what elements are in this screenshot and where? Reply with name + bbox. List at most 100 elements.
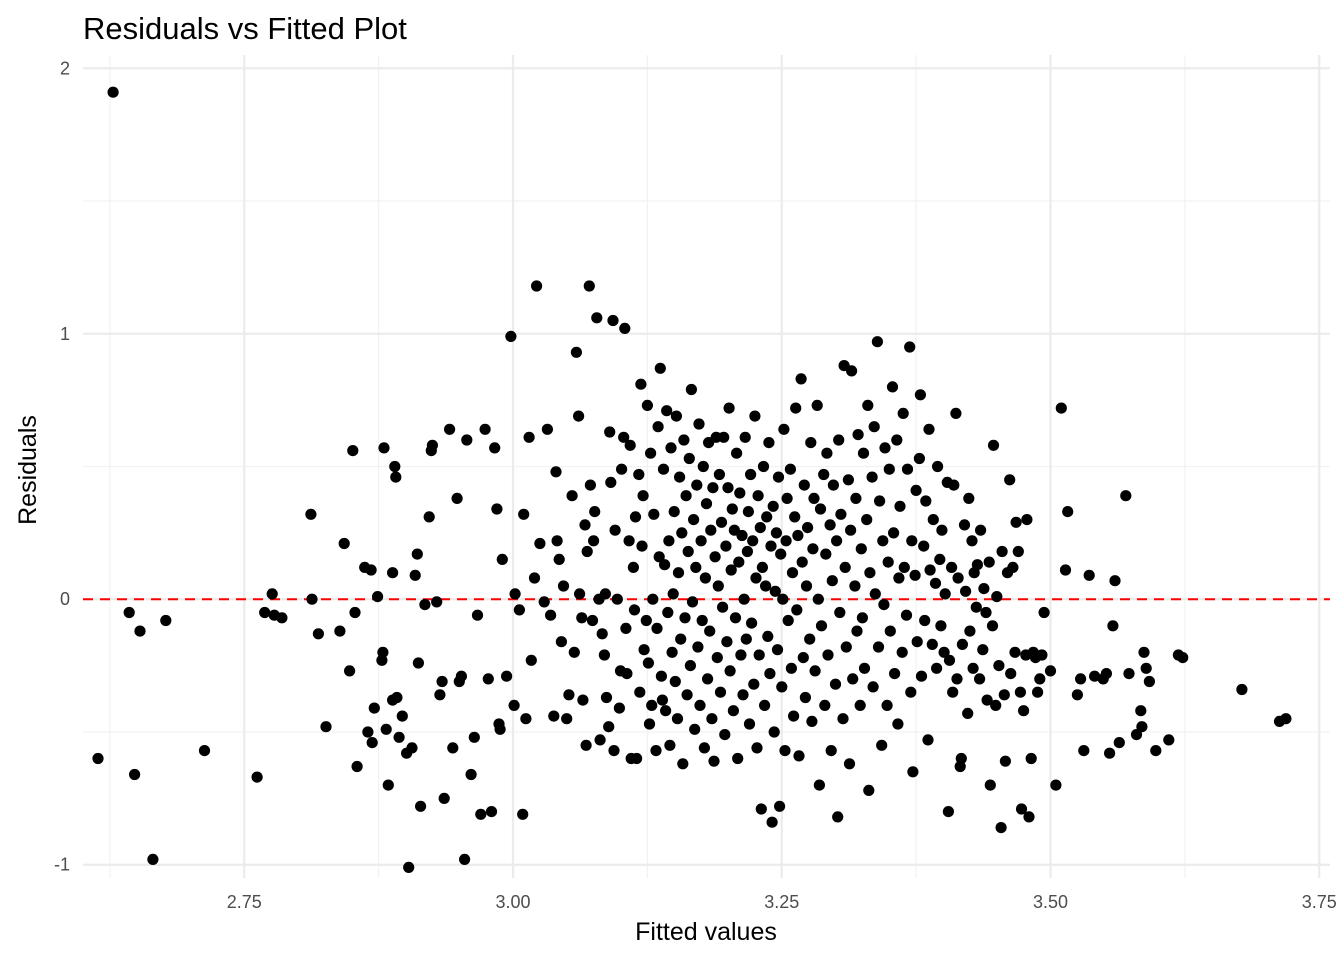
data-point	[636, 540, 648, 552]
data-point	[382, 779, 394, 791]
data-point	[854, 699, 866, 712]
data-point	[598, 649, 611, 661]
data-point	[698, 742, 711, 754]
data-point	[305, 508, 317, 520]
data-point	[608, 745, 620, 757]
data-point	[662, 606, 674, 619]
data-point	[589, 506, 601, 518]
data-point	[689, 723, 701, 735]
data-point	[781, 492, 793, 504]
data-point	[1089, 670, 1101, 682]
data-point	[406, 742, 418, 754]
data-point	[528, 572, 541, 584]
data-point	[605, 476, 617, 488]
x-tick-label: 3.25	[764, 892, 799, 912]
data-point	[1163, 734, 1175, 746]
data-point	[872, 641, 885, 653]
data-point	[702, 673, 714, 685]
data-point	[869, 588, 881, 600]
data-point	[656, 694, 669, 706]
data-point	[984, 779, 996, 791]
data-point	[1021, 514, 1033, 526]
data-point	[850, 492, 862, 504]
data-point	[411, 548, 423, 560]
data-point	[906, 535, 918, 547]
data-point	[722, 482, 734, 494]
data-point	[496, 553, 508, 566]
data-point	[1130, 729, 1143, 741]
data-point	[1018, 705, 1030, 717]
data-point	[1120, 490, 1132, 502]
data-point	[1123, 668, 1135, 680]
data-point	[1004, 474, 1016, 486]
data-point	[852, 429, 864, 441]
data-point	[914, 389, 927, 401]
data-point	[881, 699, 893, 712]
data-point	[724, 665, 736, 677]
x-axis-title: Fitted values	[635, 918, 777, 946]
data-point	[717, 601, 729, 613]
data-point	[561, 713, 573, 725]
data-point	[312, 628, 324, 640]
data-point	[266, 588, 278, 600]
data-point	[806, 715, 818, 728]
data-point	[306, 593, 318, 605]
data-point	[871, 336, 884, 348]
data-point	[609, 524, 621, 536]
data-point	[739, 431, 751, 443]
data-point	[907, 766, 919, 778]
data-point	[1140, 662, 1152, 674]
data-point	[1012, 545, 1024, 558]
data-point	[938, 646, 950, 658]
data-point	[563, 689, 575, 701]
data-point	[551, 535, 563, 547]
data-point	[754, 522, 766, 534]
data-point	[892, 718, 904, 730]
data-point	[520, 713, 532, 725]
data-point	[780, 535, 792, 547]
data-point	[396, 710, 408, 722]
data-point	[856, 612, 869, 624]
data-point	[468, 731, 480, 743]
data-point	[759, 699, 771, 712]
data-point	[999, 755, 1012, 767]
data-point	[686, 596, 699, 608]
data-point	[924, 564, 936, 576]
data-point	[712, 580, 724, 592]
data-point	[505, 330, 517, 342]
data-point	[1150, 745, 1162, 757]
data-point	[932, 460, 944, 473]
data-point	[672, 567, 685, 579]
data-point	[351, 760, 363, 773]
data-point	[891, 434, 903, 446]
data-point	[778, 423, 790, 435]
data-point	[415, 800, 427, 812]
data-point	[447, 742, 459, 754]
data-point	[694, 699, 706, 712]
data-point	[684, 660, 697, 672]
data-point	[1023, 811, 1035, 823]
data-point	[918, 540, 930, 552]
data-point	[123, 606, 135, 619]
data-point	[955, 752, 967, 765]
data-point	[843, 758, 856, 770]
data-point	[931, 662, 943, 674]
data-point	[621, 668, 633, 680]
data-point	[974, 673, 986, 685]
data-point	[911, 636, 923, 648]
data-point	[611, 593, 623, 605]
data-point	[1044, 665, 1057, 677]
data-point	[619, 322, 631, 334]
data-point	[864, 567, 876, 579]
data-point	[948, 479, 960, 491]
data-point	[387, 567, 399, 579]
data-point	[827, 479, 840, 491]
data-point	[640, 614, 652, 627]
data-point	[198, 745, 211, 757]
data-point	[721, 636, 733, 648]
data-point	[822, 649, 834, 661]
data-point	[455, 670, 467, 682]
data-point	[628, 604, 641, 616]
data-point	[489, 442, 501, 454]
data-point	[655, 670, 668, 682]
